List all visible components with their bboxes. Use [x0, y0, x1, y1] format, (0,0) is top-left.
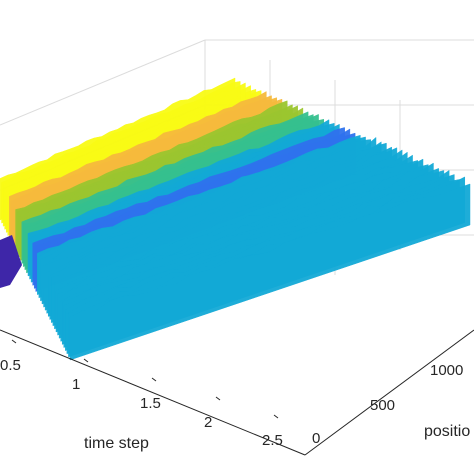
surface-strip — [69, 183, 471, 361]
y-axis-line — [304, 329, 474, 456]
grid-line — [0, 39, 206, 126]
y-axis-label: positio — [424, 423, 470, 440]
x-axis-line — [0, 329, 306, 456]
x-tick-label: 1.5 — [140, 395, 161, 412]
x-tick-mark — [273, 414, 279, 419]
x-tick-label: 2.5 — [262, 432, 283, 449]
x-tick-mark — [11, 339, 17, 344]
x-tick-mark — [151, 377, 157, 382]
surface — [0, 77, 471, 361]
y-tick-label: 500 — [370, 397, 395, 414]
y-ticks: 0 500 1000 — [312, 362, 463, 447]
y-tick-label: 0 — [312, 430, 320, 447]
axes-box — [0, 329, 474, 456]
x-tick-mark — [83, 358, 89, 363]
x-tick-mark — [215, 396, 221, 401]
x-axis-label: time step — [84, 435, 149, 452]
surface-edge — [0, 235, 22, 288]
y-tick-label: 1000 — [430, 362, 463, 379]
x-tick-label: 0.5 — [0, 357, 21, 374]
x-tick-label: 1 — [72, 376, 80, 393]
x-ticks: 0.5 1 1.5 2 2.5 — [0, 339, 283, 449]
x-tick-label: 2 — [204, 414, 212, 431]
